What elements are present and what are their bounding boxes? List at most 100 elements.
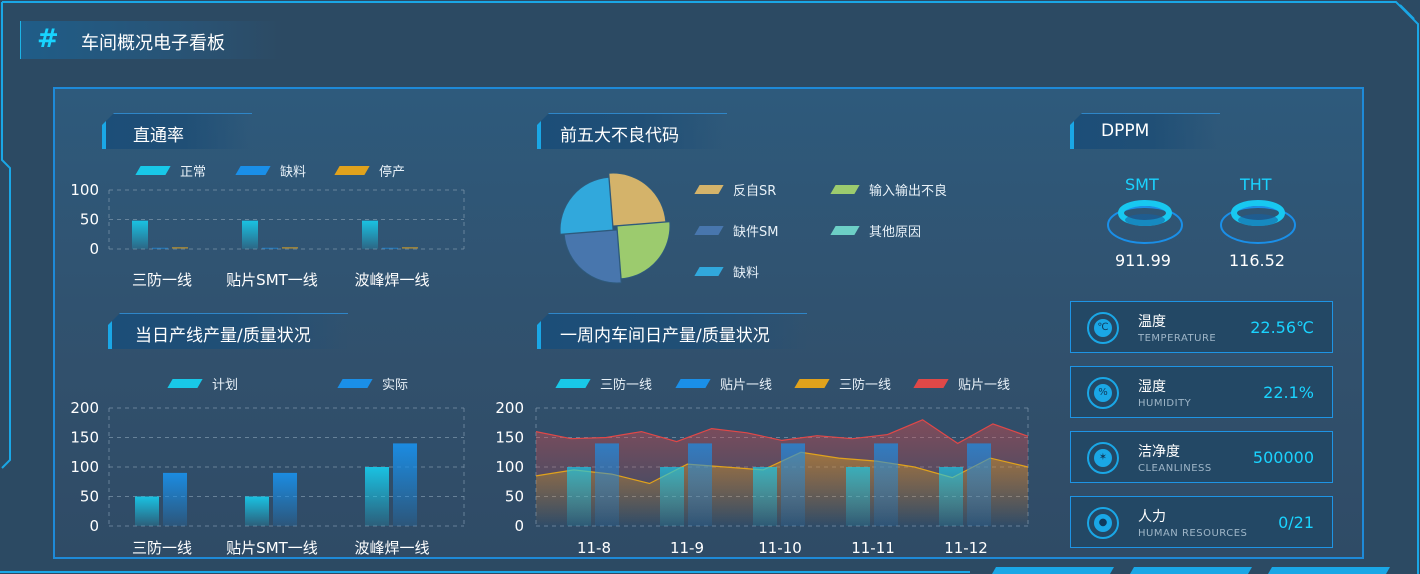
env-sub: HUMIDITY [1138, 398, 1192, 409]
yield-xtick-label: 贴片SMT一线 [226, 271, 318, 289]
weekly-ytick-label: 200 [495, 399, 524, 417]
daily-bar [273, 472, 297, 526]
legend-item-shortage: 缺料 [235, 161, 307, 180]
env-sub: HUMAN RESOURCES [1138, 528, 1248, 539]
ring-icon [1220, 200, 1296, 244]
yield-bar [382, 247, 398, 249]
legend-label: 缺料 [733, 266, 760, 281]
env-value: 500000 [1252, 448, 1314, 467]
dppm-value-smt: 911.99 [1115, 251, 1171, 270]
daily-ytick-label: 100 [70, 458, 99, 476]
weekly-bar [967, 443, 991, 526]
weekly-bar [688, 443, 712, 526]
daily-ytick-label: 0 [89, 517, 99, 535]
ring-icon [1107, 200, 1183, 244]
section-tab-dppm [1070, 113, 1220, 149]
env-value: 22.56℃ [1250, 318, 1314, 337]
legend-label: 计划 [212, 378, 239, 393]
weekly-xtick-label: 11-11 [851, 539, 895, 557]
legend-item-normal: 正常 [135, 161, 207, 180]
section-title-dppm: DPPM [1101, 121, 1150, 141]
weekly-ytick-label: 150 [495, 429, 524, 447]
legend-item-defect-3: 缺件SM [694, 221, 779, 240]
weekly-xtick-label: 11-12 [944, 539, 988, 557]
section-tab-weekly [537, 313, 807, 349]
section-title-weekly: 一周内车间日产量/质量状况 [560, 326, 770, 346]
page-title: 车间概况电子看板 [81, 33, 225, 54]
weekly-bar [660, 467, 684, 526]
weekly-xtick-label: 11-9 [670, 539, 704, 557]
legend-item-weekly-3: 三防一线 [794, 374, 891, 393]
legend-item-actual: 实际 [337, 374, 409, 393]
person-icon: ● [1087, 507, 1119, 539]
env-label: 湿度 [1138, 379, 1166, 395]
yield-ytick-label: 100 [70, 181, 99, 199]
legend-label: 实际 [382, 378, 409, 393]
yield-ytick-label: 50 [80, 211, 99, 229]
legend-item-defect-4: 其他原因 [830, 221, 922, 240]
legend-item-defect-2: 输入输出不良 [830, 180, 948, 199]
weekly-bar [567, 467, 591, 526]
section-tab-daily [108, 313, 348, 349]
section-title-daily: 当日产线产量/质量状况 [135, 326, 311, 346]
weekly-line [535, 419, 1029, 445]
env-sub: TEMPERATURE [1138, 333, 1217, 344]
daily-ytick-label: 200 [70, 399, 99, 417]
legend-label: 贴片一线 [720, 378, 773, 393]
legend-label: 缺件SM [733, 225, 779, 240]
daily-ytick-label: 50 [80, 488, 99, 506]
env-card-humidity: % 湿度 HUMIDITY 22.1% [1070, 366, 1333, 418]
env-card-human-resources: ● 人力 HUMAN RESOURCES 0/21 [1070, 496, 1333, 548]
daily-xtick-label: 贴片SMT一线 [226, 539, 318, 557]
yield-xtick-label: 三防一线 [132, 271, 192, 289]
legend-label: 正常 [180, 165, 207, 180]
daily-bar [135, 496, 159, 526]
legend-item-stopped: 停产 [334, 161, 406, 180]
legend-label: 三防一线 [600, 378, 653, 393]
legend-label: 缺料 [280, 165, 307, 180]
humidity-icon: % [1087, 377, 1119, 409]
yield-bar [362, 220, 378, 249]
yield-bar [242, 220, 258, 249]
weekly-ytick-label: 100 [495, 458, 524, 476]
env-value: 0/21 [1278, 513, 1314, 532]
yield-bar [152, 247, 168, 249]
section-tab-yield [102, 113, 252, 149]
pie-slice [608, 172, 667, 227]
dppm-value-tht: 116.52 [1229, 251, 1285, 270]
legend-label: 输入输出不良 [869, 184, 948, 199]
daily-xtick-label: 波峰焊一线 [354, 539, 429, 557]
legend-item-defect-5: 缺料 [694, 262, 760, 281]
dppm-label-tht: THT [1240, 175, 1272, 194]
weekly-xtick-label: 11-8 [577, 539, 611, 557]
pie-slice [559, 176, 614, 235]
legend-label: 反自SR [733, 184, 777, 199]
env-card-cleanliness: ✶ 洁净度 CLEANLINESS 500000 [1070, 431, 1333, 483]
daily-bar [245, 496, 269, 526]
yield-bar [132, 220, 148, 249]
legend-label: 停产 [379, 165, 406, 180]
pie-slice [616, 221, 671, 280]
weekly-ytick-label: 50 [505, 488, 524, 506]
weekly-bar [939, 467, 963, 526]
cleanliness-icon: ✶ [1087, 442, 1119, 474]
env-label: 温度 [1138, 314, 1166, 330]
weekly-bar [846, 467, 870, 526]
yield-bar [262, 247, 278, 249]
legend-item-weekly-2: 贴片一线 [675, 374, 773, 393]
legend-label: 贴片一线 [958, 378, 1011, 393]
section-tab-defects [537, 113, 727, 149]
legend-label: 其他原因 [869, 225, 922, 240]
pie-slice [563, 229, 622, 284]
env-value: 22.1% [1263, 383, 1314, 402]
env-label: 洁净度 [1138, 444, 1180, 460]
section-title-yield: 直通率 [133, 126, 184, 146]
legend-item-weekly-1: 三防一线 [555, 374, 653, 393]
env-card-temperature: ℃ 温度 TEMPERATURE 22.56℃ [1070, 301, 1333, 353]
weekly-bar [781, 443, 805, 526]
env-label: 人力 [1138, 509, 1166, 525]
